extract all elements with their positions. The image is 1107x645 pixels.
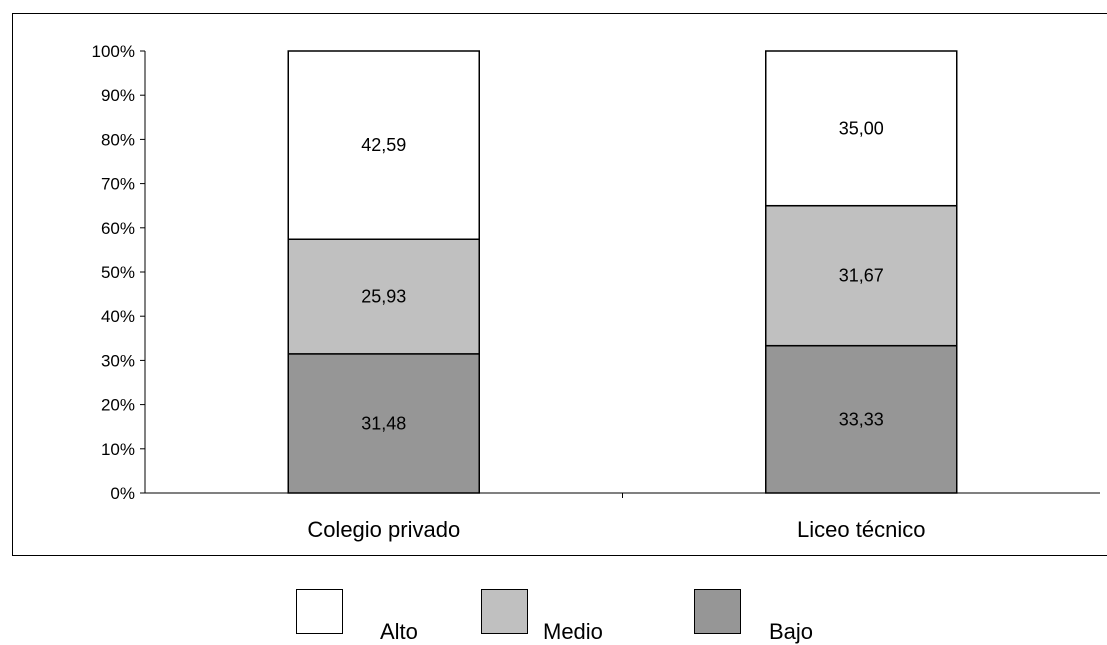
data-label-medio: 25,93 bbox=[361, 287, 406, 307]
chart-frame bbox=[12, 13, 1107, 556]
legend-swatch-bajo bbox=[694, 589, 741, 634]
bar-segment-alto bbox=[765, 50, 958, 207]
y-tick-label: 70% bbox=[101, 175, 135, 194]
stacked-bar-chart: 0% 10% 20% 30% 40% 50% 60% 70% 80% 90% 100% 31,48 25… bbox=[92, 42, 1100, 542]
y-tick-label: 0% bbox=[110, 484, 135, 503]
y-tick-label: 30% bbox=[101, 351, 135, 370]
bar-segment-bajo bbox=[287, 353, 480, 494]
y-tick-label: 80% bbox=[101, 130, 135, 149]
data-label-alto: 42,59 bbox=[361, 135, 406, 155]
legend: Alto Medio Bajo bbox=[0, 589, 1107, 644]
data-label-alto: 35,00 bbox=[839, 118, 884, 138]
legend-label-bajo: Bajo bbox=[769, 619, 814, 644]
y-tick-label: 10% bbox=[101, 440, 135, 459]
legend-label-medio: Medio bbox=[543, 619, 603, 644]
bar-segment-medio bbox=[765, 204, 958, 347]
y-tick-label: 100% bbox=[92, 42, 135, 61]
data-label-bajo: 31,48 bbox=[361, 413, 406, 433]
bar-segment-alto bbox=[287, 50, 480, 240]
bar-segment-bajo bbox=[765, 344, 958, 494]
legend-label-alto: Alto bbox=[380, 619, 418, 644]
x-tick-label: Liceo técnico bbox=[797, 517, 925, 542]
y-tick-label: 60% bbox=[101, 219, 135, 238]
y-tick-label: 50% bbox=[101, 263, 135, 282]
y-tick-label: 40% bbox=[101, 307, 135, 326]
legend-swatch-alto bbox=[296, 589, 343, 634]
y-tick-label: 90% bbox=[101, 86, 135, 105]
legend-swatch-medio bbox=[481, 589, 528, 634]
data-label-medio: 31,67 bbox=[839, 266, 884, 286]
bar-segment-medio bbox=[287, 238, 480, 355]
y-tick-label: 20% bbox=[101, 396, 135, 415]
data-label-bajo: 33,33 bbox=[839, 409, 884, 429]
x-tick-label: Colegio privado bbox=[307, 517, 460, 542]
